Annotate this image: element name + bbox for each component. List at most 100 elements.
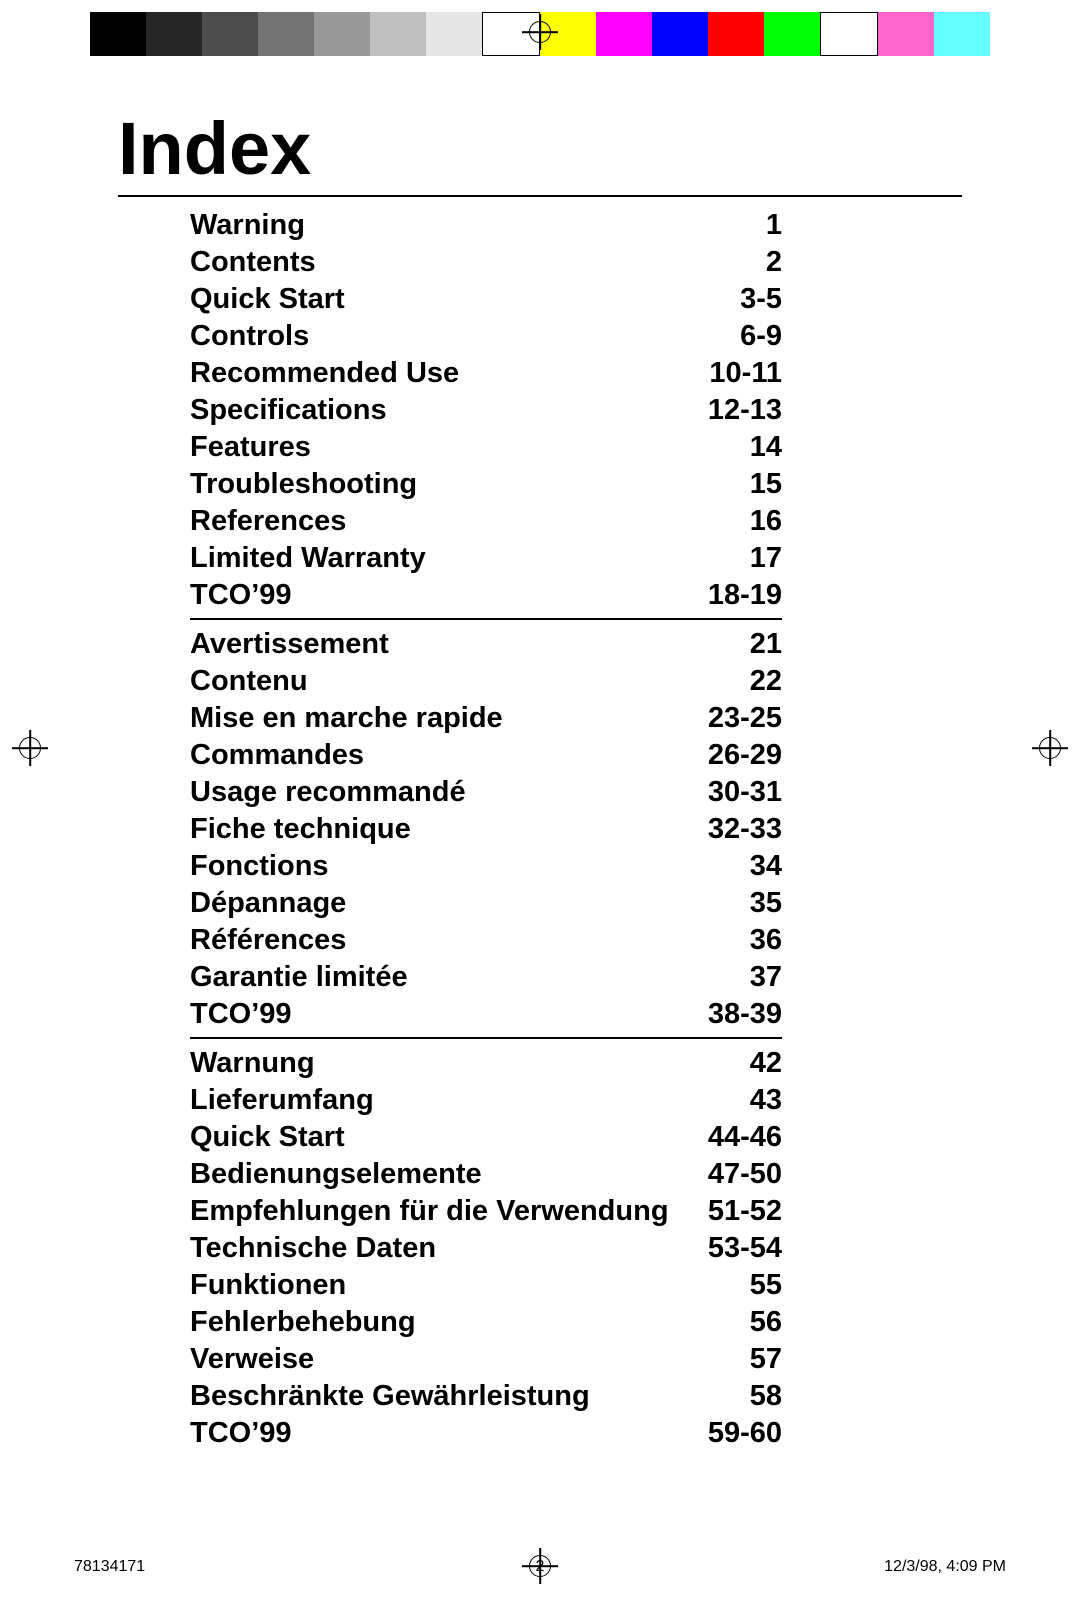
- toc-row: Features14: [190, 429, 782, 466]
- toc-label: Quick Start: [190, 281, 672, 318]
- toc-label: Contents: [190, 244, 672, 281]
- toc-section: Warnung42Lieferumfang43Quick Start44-46B…: [190, 1045, 782, 1456]
- toc-label: Technische Daten: [190, 1230, 672, 1267]
- toc-pages: 1: [672, 207, 782, 244]
- toc-row: Bedienungselemente47-50: [190, 1156, 782, 1193]
- toc-row: Lieferumfang43: [190, 1082, 782, 1119]
- toc-row: Specifications12-13: [190, 392, 782, 429]
- toc-pages: 30-31: [672, 774, 782, 811]
- toc-pages: 2: [672, 244, 782, 281]
- toc-label: Warnung: [190, 1045, 672, 1082]
- toc-pages: 12-13: [672, 392, 782, 429]
- toc-pages: 15: [672, 466, 782, 503]
- toc-label: Usage recommandé: [190, 774, 672, 811]
- toc-row: Usage recommandé30-31: [190, 774, 782, 811]
- toc-pages: 53-54: [672, 1230, 782, 1267]
- toc-label: Bedienungselemente: [190, 1156, 672, 1193]
- toc-pages: 57: [672, 1341, 782, 1378]
- toc-label: References: [190, 503, 672, 540]
- toc-row: TCO’9959-60: [190, 1415, 782, 1452]
- color-swatch: [426, 12, 482, 56]
- toc-row: Troubleshooting15: [190, 466, 782, 503]
- registration-mark-icon: [522, 14, 558, 50]
- color-swatch: [934, 12, 990, 56]
- toc-row: Fehlerbehebung56: [190, 1304, 782, 1341]
- toc-pages: 32-33: [672, 811, 782, 848]
- toc-pages: 43: [672, 1082, 782, 1119]
- toc-row: Warning1: [190, 207, 782, 244]
- toc-label: Fehlerbehebung: [190, 1304, 672, 1341]
- toc-label: Controls: [190, 318, 672, 355]
- registration-mark-icon: [1032, 730, 1068, 766]
- toc-label: Funktionen: [190, 1267, 672, 1304]
- toc-pages: 17: [672, 540, 782, 577]
- toc-label: Troubleshooting: [190, 466, 672, 503]
- color-swatch: [596, 12, 652, 56]
- color-swatch: [90, 12, 146, 56]
- toc-pages: 34: [672, 848, 782, 885]
- toc-row: Quick Start44-46: [190, 1119, 782, 1156]
- toc-label: Mise en marche rapide: [190, 700, 672, 737]
- toc-row: Contenu22: [190, 663, 782, 700]
- toc-pages: 21: [672, 626, 782, 663]
- toc-pages: 42: [672, 1045, 782, 1082]
- toc-row: Contents2: [190, 244, 782, 281]
- toc-row: Références36: [190, 922, 782, 959]
- toc-row: Funktionen55: [190, 1267, 782, 1304]
- toc-label: Contenu: [190, 663, 672, 700]
- toc-pages: 55: [672, 1267, 782, 1304]
- toc-pages: 37: [672, 959, 782, 996]
- toc-row: Beschränkte Gewährleistung58: [190, 1378, 782, 1415]
- toc-label: Références: [190, 922, 672, 959]
- toc-label: Empfehlungen für die Verwendung: [190, 1193, 672, 1230]
- toc-label: Verweise: [190, 1341, 672, 1378]
- toc-row: Avertissement21: [190, 626, 782, 663]
- toc-label: TCO’99: [190, 577, 672, 614]
- toc-row: Fiche technique32-33: [190, 811, 782, 848]
- toc-pages: 22: [672, 663, 782, 700]
- toc-pages: 47-50: [672, 1156, 782, 1193]
- toc-row: Limited Warranty17: [190, 540, 782, 577]
- toc-pages: 3-5: [672, 281, 782, 318]
- toc-row: TCO’9918-19: [190, 577, 782, 614]
- toc-pages: 38-39: [672, 996, 782, 1033]
- toc-pages: 59-60: [672, 1415, 782, 1452]
- toc-label: Specifications: [190, 392, 672, 429]
- content-area: Index Warning1Contents2Quick Start3-5Con…: [118, 106, 962, 1528]
- toc-label: Limited Warranty: [190, 540, 672, 577]
- toc-label: Avertissement: [190, 626, 672, 663]
- toc-label: Warning: [190, 207, 672, 244]
- color-swatch: [652, 12, 708, 56]
- toc-pages: 18-19: [672, 577, 782, 614]
- toc-pages: 10-11: [672, 355, 782, 392]
- toc-label: Fonctions: [190, 848, 672, 885]
- footer: 78134171 2 12/3/98, 4:09 PM: [74, 1558, 1006, 1576]
- title-rule: [118, 195, 962, 197]
- footer-left: 78134171: [74, 1558, 145, 1576]
- toc-pages: 36: [672, 922, 782, 959]
- toc-pages: 44-46: [672, 1119, 782, 1156]
- footer-datetime: 12/3/98, 4:09 PM: [884, 1558, 1006, 1576]
- toc-label: TCO’99: [190, 1415, 672, 1452]
- color-swatch: [764, 12, 820, 56]
- toc-label: TCO’99: [190, 996, 672, 1033]
- color-swatch: [146, 12, 202, 56]
- color-swatch: [202, 12, 258, 56]
- color-swatch: [820, 12, 878, 56]
- footer-page-number: 2: [536, 1558, 545, 1576]
- toc-pages: 26-29: [672, 737, 782, 774]
- toc-label: Fiche technique: [190, 811, 672, 848]
- toc-row: Empfehlungen für die Verwendung51-52: [190, 1193, 782, 1230]
- toc-row: Controls6-9: [190, 318, 782, 355]
- color-swatch: [878, 12, 934, 56]
- toc-pages: 16: [672, 503, 782, 540]
- color-swatch: [708, 12, 764, 56]
- toc-row: Garantie limitée37: [190, 959, 782, 996]
- toc-row: Commandes26-29: [190, 737, 782, 774]
- color-swatch: [258, 12, 314, 56]
- color-swatch: [370, 12, 426, 56]
- toc-row: Mise en marche rapide23-25: [190, 700, 782, 737]
- toc-pages: 14: [672, 429, 782, 466]
- page: Index Warning1Contents2Quick Start3-5Con…: [0, 0, 1080, 1598]
- page-title: Index: [118, 106, 962, 191]
